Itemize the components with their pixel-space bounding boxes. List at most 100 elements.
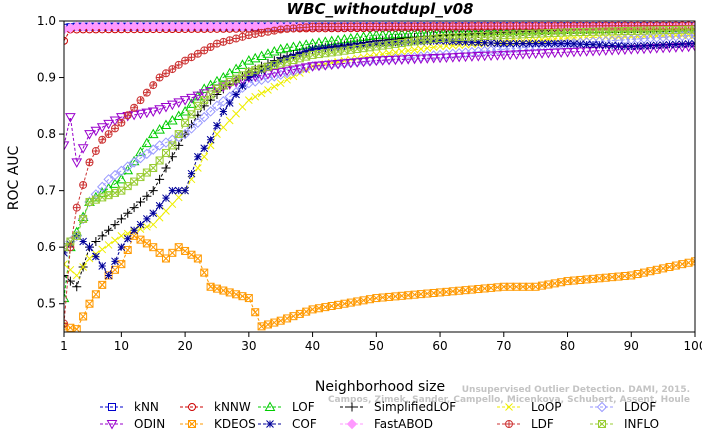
data-point [200, 152, 209, 161]
data-point [275, 67, 287, 78]
data-point [295, 23, 304, 32]
data-point [91, 237, 101, 247]
data-point [525, 39, 534, 48]
data-point [461, 38, 470, 46]
data-point [423, 44, 432, 52]
data-point [90, 126, 102, 137]
data-point [627, 271, 636, 280]
legend-item-knn: kNN [100, 400, 159, 414]
data-point [417, 45, 425, 53]
data-point [155, 248, 164, 257]
data-point [155, 174, 165, 184]
series-inflo [64, 25, 695, 252]
data-point [416, 36, 425, 45]
data-point [480, 284, 489, 293]
data-point [187, 110, 196, 119]
data-point [162, 194, 170, 203]
data-point [543, 48, 554, 59]
data-point [448, 33, 457, 42]
data-point [142, 191, 152, 201]
data-point [116, 214, 126, 224]
data-point [538, 39, 546, 48]
legend-item-cof: COF [258, 417, 317, 431]
x-tick-label: 50 [369, 339, 384, 353]
data-point [327, 48, 336, 57]
legend-marker [188, 420, 196, 428]
x-tick-label: 40 [305, 339, 320, 353]
legend-marker [266, 420, 274, 428]
data-point [98, 135, 107, 144]
data-point [608, 273, 617, 282]
data-point [192, 117, 204, 128]
data-point [135, 152, 146, 164]
legend-item-inflo: INFLO [590, 417, 659, 431]
data-point [531, 36, 540, 44]
data-point [493, 283, 502, 292]
data-point [429, 34, 438, 43]
data-point [147, 107, 159, 117]
data-point [409, 54, 420, 65]
data-point [327, 43, 336, 52]
data-point [671, 261, 680, 270]
data-point [652, 26, 661, 35]
data-point [64, 243, 68, 252]
data-point [162, 207, 170, 215]
data-point [633, 270, 642, 279]
data-point [672, 40, 680, 49]
data-point [257, 28, 266, 37]
data-point [206, 135, 215, 144]
data-point [421, 54, 433, 64]
data-point [225, 288, 234, 297]
data-point [671, 25, 680, 34]
data-point [383, 56, 395, 66]
data-point [155, 201, 164, 210]
data-point [149, 243, 158, 252]
data-point [187, 169, 196, 178]
data-point [512, 30, 521, 39]
data-point [519, 39, 527, 48]
data-point [142, 168, 151, 177]
y-tick-label: 0.8 [37, 127, 56, 141]
data-point [391, 48, 400, 57]
x-tick-label: 20 [177, 339, 192, 353]
data-point [160, 119, 172, 130]
data-point [238, 82, 247, 90]
data-point [270, 26, 279, 35]
data-point [168, 186, 177, 195]
data-point [429, 22, 438, 31]
data-point [275, 69, 286, 80]
data-point [97, 181, 108, 193]
y-axis-label: ROC AUC [6, 145, 22, 210]
data-point [270, 82, 279, 91]
data-point [166, 100, 178, 111]
data-point [499, 31, 508, 40]
data-point [353, 44, 362, 53]
data-point [91, 290, 100, 299]
data-point [283, 75, 291, 84]
data-point [262, 72, 274, 84]
data-point [569, 276, 578, 285]
data-point [314, 50, 323, 59]
legend-marker [505, 403, 513, 411]
data-point [436, 42, 444, 51]
data-point [187, 250, 196, 259]
data-point [243, 55, 255, 65]
data-point [84, 130, 95, 140]
data-point [256, 74, 267, 86]
data-point [168, 200, 177, 209]
data-point [365, 295, 374, 304]
data-point [187, 53, 196, 62]
data-point [117, 118, 126, 127]
data-point [98, 262, 107, 270]
data-point [397, 47, 406, 56]
data-point [442, 287, 451, 296]
data-point [92, 252, 100, 261]
data-point [327, 301, 336, 310]
data-point [659, 41, 667, 49]
legend-label: COF [292, 417, 317, 431]
data-point [212, 284, 221, 293]
data-point [85, 243, 94, 252]
data-point [136, 220, 145, 229]
data-point [455, 37, 464, 46]
series-ldof [64, 29, 695, 253]
